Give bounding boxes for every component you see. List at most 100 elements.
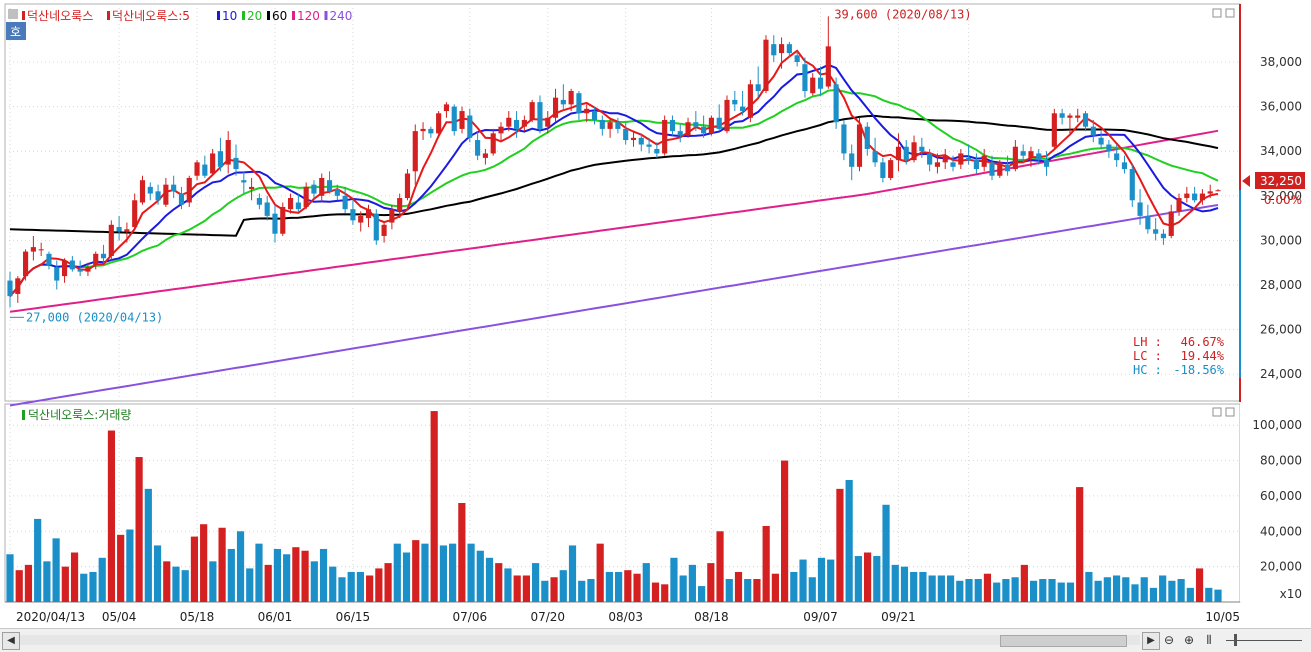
zoom-slider-track[interactable]: [1226, 640, 1302, 641]
volume-bar: [366, 575, 374, 602]
zoom-out-icon[interactable]: ⊖: [1163, 633, 1175, 647]
x-tick-label: 07/20: [530, 610, 565, 624]
volume-bar: [1020, 564, 1028, 602]
zoom-slider-handle[interactable]: [1234, 634, 1237, 646]
candle-body: [350, 209, 356, 221]
candle-body: [646, 144, 652, 147]
y-tick-labels: 24,000 26,000 28,000 30,000 32,000 34,000 36,0…: [1252, 55, 1302, 574]
volume-tick-label: 20,000: [1260, 560, 1302, 574]
candle-body: [30, 247, 36, 252]
volume-bar: [1076, 487, 1084, 602]
volume-bar: [347, 571, 355, 602]
volume-bar: [163, 561, 171, 602]
candle-body: [927, 153, 933, 165]
candle-body: [919, 146, 925, 152]
current-price-tag: [1255, 172, 1305, 189]
corner-badge-label: 호: [10, 25, 21, 39]
volume-bar: [965, 579, 973, 602]
candle-body: [1106, 144, 1112, 152]
candle-body: [654, 148, 660, 154]
candle-body: [326, 180, 333, 192]
ma240-line: [9, 204, 1219, 407]
candle-body: [93, 253, 99, 265]
volume-tick-label: 40,000: [1260, 524, 1302, 538]
volume-bar: [485, 557, 494, 602]
candle-body: [194, 162, 200, 176]
candle-body: [591, 111, 598, 120]
volume-bar: [974, 579, 982, 602]
candle-body: [420, 128, 426, 132]
scroll-right-icon[interactable]: ▶: [1142, 632, 1160, 650]
panel-minimize-icon[interactable]: [1212, 8, 1222, 18]
candle-body: [560, 99, 566, 105]
candle-body: [1067, 115, 1073, 118]
candle-body: [1168, 211, 1174, 236]
panel-close-icon[interactable]: [1225, 8, 1235, 18]
candle-body: [272, 213, 278, 234]
candle-body: [669, 119, 676, 132]
volume-bar: [89, 571, 97, 602]
panel-menu-icon[interactable]: [8, 9, 18, 19]
stat-value: 46.67%: [1181, 335, 1225, 349]
zoom-in-icon[interactable]: ⊕: [1183, 633, 1195, 647]
corner-badge[interactable]: [6, 22, 26, 40]
volume-bar: [236, 531, 245, 602]
legend-swatch: [324, 11, 328, 20]
scroll-thumb[interactable]: [1000, 635, 1127, 647]
volume-bar: [698, 586, 706, 602]
change-percent-text: 0.00%: [1264, 193, 1302, 207]
volume-bar: [117, 534, 125, 602]
legend-label: 덕산네오룩스:5: [112, 9, 190, 23]
volume-bar: [863, 552, 872, 602]
x-tick-label: 08/03: [608, 610, 643, 624]
price-tick-label: 36,000: [1260, 100, 1302, 114]
candle-body: [428, 128, 434, 134]
candle-body: [817, 77, 824, 89]
candle-body: [303, 186, 309, 207]
price-panel-frame: [4, 3, 1241, 402]
volume-bar: [615, 571, 623, 602]
volume-bar: [873, 556, 881, 602]
candle-body: [584, 108, 590, 114]
candle-body: [38, 249, 44, 251]
candle-body: [685, 122, 691, 136]
candle-body: [716, 117, 722, 129]
volume-bar: [716, 531, 724, 602]
volume-bar: [753, 579, 761, 602]
stock-chart[interactable]: 24,000 26,000 28,000 30,000 32,000 34,000 36,0…: [0, 0, 1311, 628]
x-tick-label: 09/07: [803, 610, 838, 624]
volume-panel-minimize-icon[interactable]: [1212, 407, 1222, 417]
volume-bar: [218, 527, 226, 602]
candle-body: [389, 209, 395, 223]
volume-bar: [1186, 587, 1194, 602]
candle-body: [763, 39, 769, 91]
y-axis-area: [1240, 4, 1306, 602]
candle-body: [810, 77, 816, 94]
volume-bar: [24, 564, 33, 602]
scroll-track[interactable]: [20, 635, 1140, 645]
price-tick-label: 26,000: [1260, 323, 1302, 337]
scroll-left-icon[interactable]: ◀: [2, 632, 20, 650]
stat-label: LC :: [1133, 349, 1162, 363]
legend-label: 60: [272, 9, 287, 23]
candle-body: [459, 111, 465, 129]
volume-bar: [513, 575, 521, 602]
volume-bar: [1057, 582, 1065, 602]
candle-body: [506, 117, 512, 127]
volume-bar: [34, 518, 42, 602]
volume-panel-close-icon[interactable]: [1225, 407, 1235, 417]
bar-width-icon[interactable]: ⦀: [1206, 633, 1212, 647]
candle-body: [1005, 164, 1011, 172]
volume-bar: [1103, 577, 1111, 602]
candle-body: [77, 269, 83, 272]
candle-body: [132, 200, 138, 228]
candle-body: [233, 157, 239, 170]
candle-body: [786, 44, 792, 54]
volume-bar: [854, 556, 862, 602]
candle-body: [911, 142, 917, 161]
volume-bar: [541, 580, 549, 602]
chart-scrollbar[interactable]: ◀ ▶ ⊖ ⊕ ⦀: [0, 628, 1311, 652]
legend-swatch: [22, 11, 25, 20]
legend-swatch: [217, 11, 220, 20]
ma60-line: [9, 114, 1219, 237]
